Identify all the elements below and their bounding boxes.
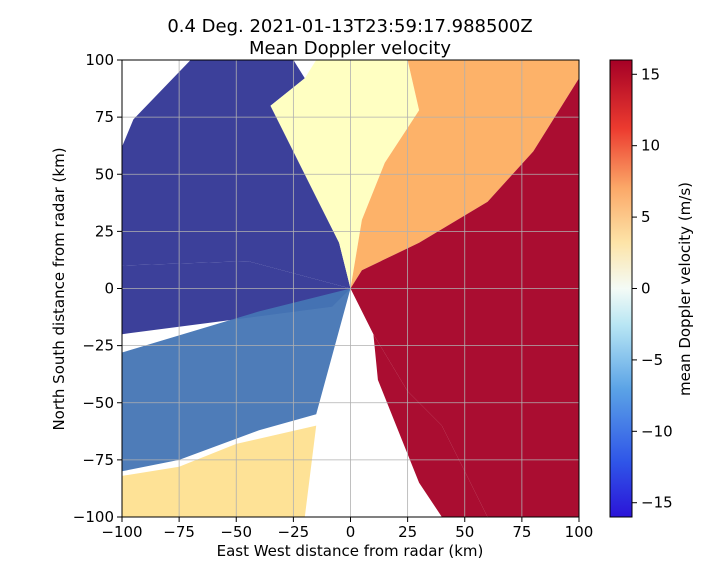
x-tick-label: −50 <box>220 523 252 541</box>
y-tick-label: −75 <box>82 451 114 469</box>
y-tick-label: −50 <box>82 394 114 412</box>
colorbar-tick-label: −15 <box>641 494 673 512</box>
y-tick-label: 100 <box>85 51 114 69</box>
x-tick-label: 50 <box>455 523 474 541</box>
colorbar-tick-label: 15 <box>641 65 660 83</box>
colorbar-tick-label: 10 <box>641 137 660 155</box>
x-tick-label: 25 <box>398 523 417 541</box>
y-tick-label: 0 <box>104 280 114 298</box>
y-tick-label: −100 <box>73 508 114 526</box>
velocity-region-southeast <box>373 334 488 517</box>
x-axis-label: East West distance from radar (km) <box>217 542 484 560</box>
colorbar-tick-label: 5 <box>641 208 651 226</box>
colorbar-ticks: 15 10 5 0 −5 −10 −15 <box>632 65 673 512</box>
velocity-region-south-southwest-far <box>122 425 317 517</box>
y-tick-label: −25 <box>82 337 114 355</box>
x-tick-label: −25 <box>278 523 310 541</box>
x-axis: −100 −75 −50 −25 0 25 50 75 100 <box>101 517 593 541</box>
x-tick-label: −100 <box>101 523 142 541</box>
y-axis: 100 75 50 25 0 −25 −50 −75 −100 <box>73 51 122 526</box>
colorbar-label: mean Doppler velocity (m/s) <box>676 182 694 396</box>
y-tick-label: 25 <box>95 222 114 240</box>
colorbar <box>609 59 633 518</box>
x-tick-label: −75 <box>163 523 195 541</box>
y-tick-label: 75 <box>95 108 114 126</box>
colorbar-tick-label: −10 <box>641 422 673 440</box>
y-axis-label: North South distance from radar (km) <box>50 147 68 430</box>
chart-title-line2: Mean Doppler velocity <box>249 38 451 59</box>
colorbar-tick-label: 0 <box>641 280 651 298</box>
colorbar-tick-label: −5 <box>641 351 663 369</box>
x-tick-label: 0 <box>346 523 356 541</box>
y-tick-label: 50 <box>95 165 114 183</box>
chart-title-line1: 0.4 Deg. 2021-01-13T23:59:17.988500Z <box>167 16 532 37</box>
x-tick-label: 75 <box>512 523 531 541</box>
x-tick-label: 100 <box>565 523 594 541</box>
